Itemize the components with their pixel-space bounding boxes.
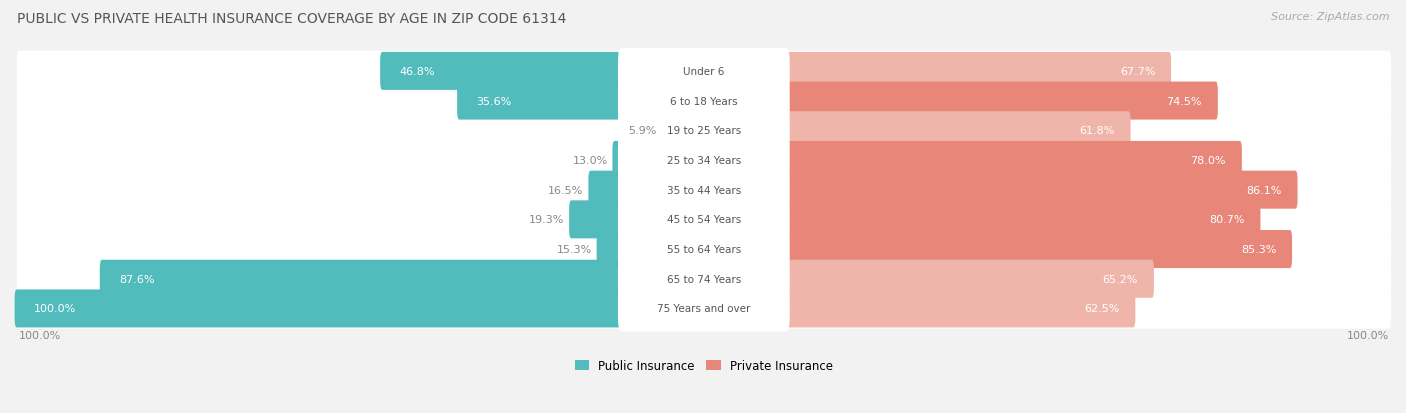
FancyBboxPatch shape [17,81,1391,121]
Text: 13.0%: 13.0% [572,156,607,166]
Text: 6 to 18 Years: 6 to 18 Years [671,96,738,106]
FancyBboxPatch shape [17,111,1391,151]
FancyBboxPatch shape [617,167,790,213]
FancyBboxPatch shape [17,52,1391,92]
Text: 75 Years and over: 75 Years and over [657,304,751,314]
Text: 35.6%: 35.6% [477,96,512,106]
Text: 86.1%: 86.1% [1246,185,1282,195]
Text: PUBLIC VS PRIVATE HEALTH INSURANCE COVERAGE BY AGE IN ZIP CODE 61314: PUBLIC VS PRIVATE HEALTH INSURANCE COVER… [17,12,567,26]
Text: 45 to 54 Years: 45 to 54 Years [666,215,741,225]
Text: 74.5%: 74.5% [1167,96,1202,106]
FancyBboxPatch shape [702,230,1292,268]
Text: 100.0%: 100.0% [18,330,60,340]
FancyBboxPatch shape [702,171,1298,209]
FancyBboxPatch shape [613,142,706,180]
FancyBboxPatch shape [588,171,706,209]
FancyBboxPatch shape [17,199,1391,240]
FancyBboxPatch shape [17,259,1391,299]
FancyBboxPatch shape [617,226,790,273]
FancyBboxPatch shape [702,290,1136,328]
Text: 80.7%: 80.7% [1209,215,1244,225]
FancyBboxPatch shape [702,260,1154,298]
Legend: Public Insurance, Private Insurance: Public Insurance, Private Insurance [575,359,834,372]
FancyBboxPatch shape [661,112,706,150]
FancyBboxPatch shape [17,289,1391,329]
FancyBboxPatch shape [702,112,1130,150]
Text: 19.3%: 19.3% [529,215,564,225]
FancyBboxPatch shape [617,197,790,243]
FancyBboxPatch shape [569,201,706,239]
Text: 15.3%: 15.3% [557,244,592,254]
Text: 19 to 25 Years: 19 to 25 Years [666,126,741,136]
FancyBboxPatch shape [702,53,1171,91]
FancyBboxPatch shape [14,290,706,328]
FancyBboxPatch shape [702,142,1241,180]
FancyBboxPatch shape [457,82,706,120]
FancyBboxPatch shape [596,230,706,268]
FancyBboxPatch shape [17,140,1391,181]
FancyBboxPatch shape [617,138,790,184]
Text: 65 to 74 Years: 65 to 74 Years [666,274,741,284]
Text: 61.8%: 61.8% [1080,126,1115,136]
Text: 67.7%: 67.7% [1119,67,1156,77]
Text: 62.5%: 62.5% [1084,304,1119,314]
Text: 78.0%: 78.0% [1191,156,1226,166]
FancyBboxPatch shape [702,201,1260,239]
Text: Under 6: Under 6 [683,67,724,77]
FancyBboxPatch shape [617,78,790,124]
Text: 65.2%: 65.2% [1102,274,1137,284]
Text: 16.5%: 16.5% [548,185,583,195]
Text: 55 to 64 Years: 55 to 64 Years [666,244,741,254]
Text: 100.0%: 100.0% [34,304,76,314]
FancyBboxPatch shape [617,49,790,95]
FancyBboxPatch shape [617,256,790,302]
Text: 35 to 44 Years: 35 to 44 Years [666,185,741,195]
Text: Source: ZipAtlas.com: Source: ZipAtlas.com [1271,12,1389,22]
FancyBboxPatch shape [617,286,790,332]
Text: 100.0%: 100.0% [1347,330,1389,340]
FancyBboxPatch shape [17,229,1391,270]
Text: 87.6%: 87.6% [120,274,155,284]
Text: 85.3%: 85.3% [1241,244,1277,254]
Text: 5.9%: 5.9% [628,126,657,136]
FancyBboxPatch shape [100,260,706,298]
FancyBboxPatch shape [380,53,706,91]
FancyBboxPatch shape [702,82,1218,120]
FancyBboxPatch shape [17,170,1391,210]
FancyBboxPatch shape [617,108,790,154]
Text: 46.8%: 46.8% [399,67,434,77]
Text: 25 to 34 Years: 25 to 34 Years [666,156,741,166]
